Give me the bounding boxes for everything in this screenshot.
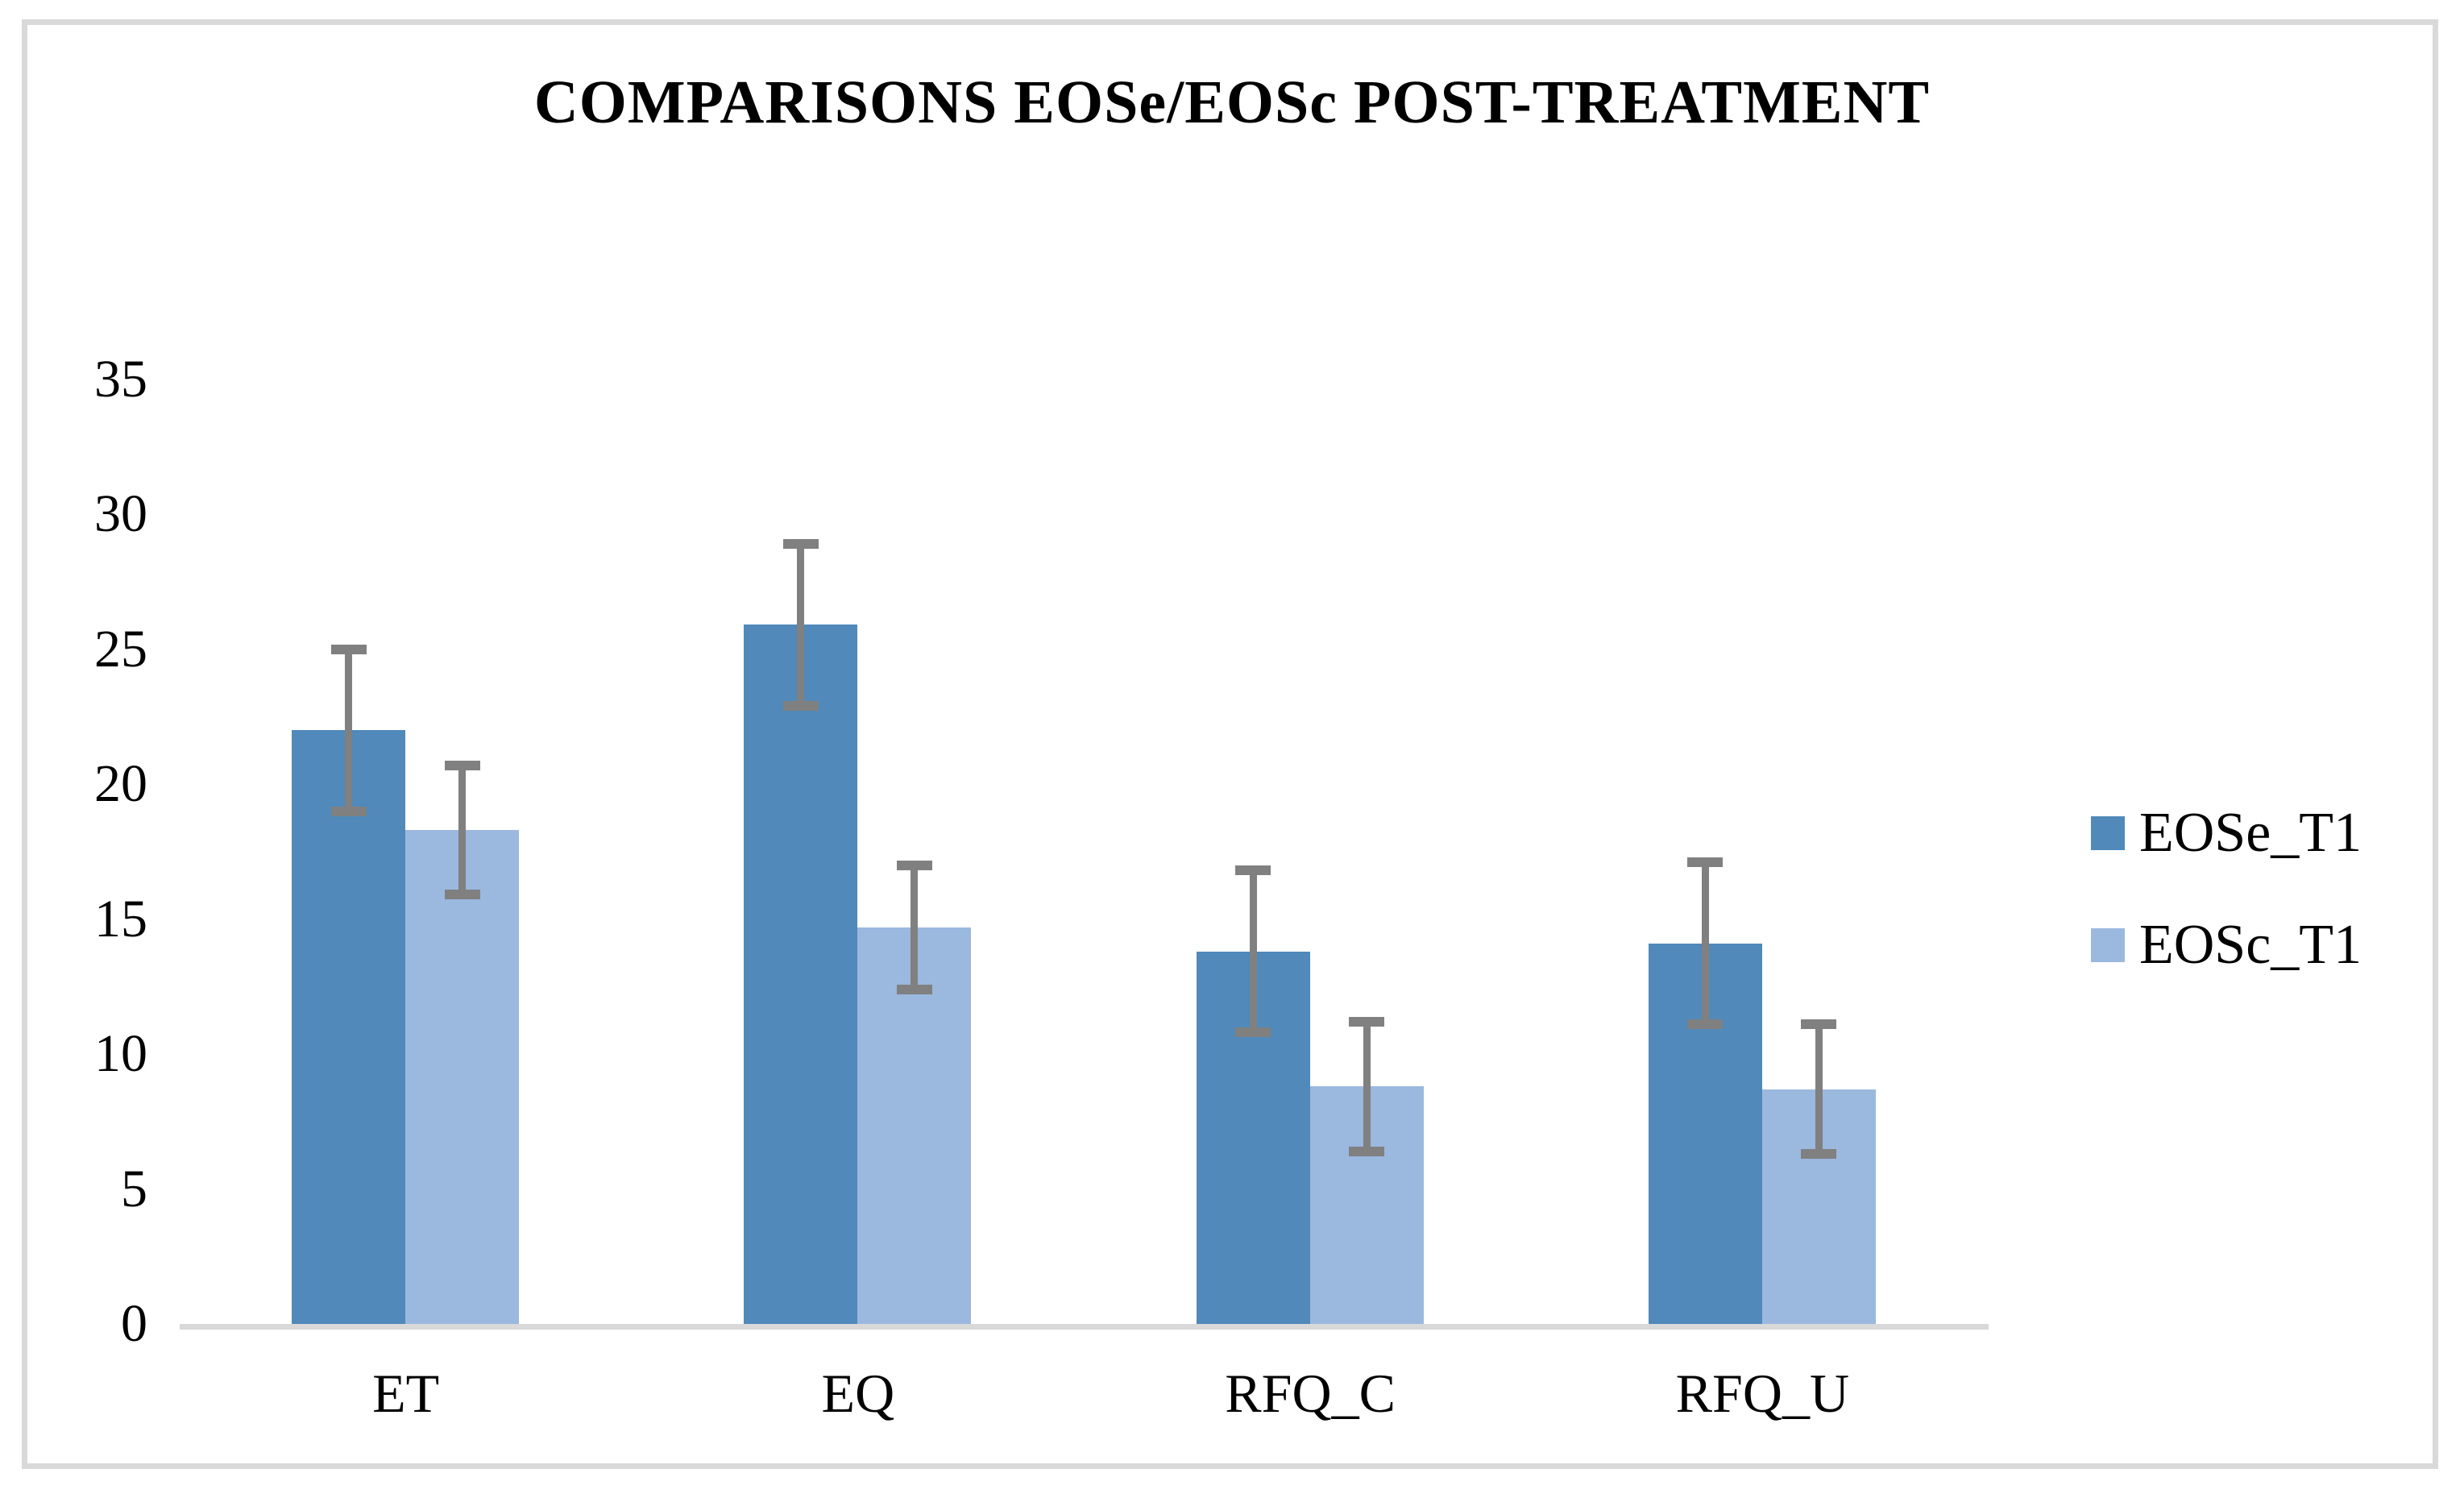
- error-bar-EOSe_T1-RFQ_U-cap-top: [1687, 857, 1724, 868]
- y-tick-label-5: 5: [121, 1159, 147, 1218]
- y-tick-label-0: 0: [121, 1294, 147, 1353]
- error-bar-EOSe_T1-EQ-cap-bottom: [782, 700, 819, 711]
- error-bar-EOSc_T1-ET-cap-bottom: [444, 890, 480, 900]
- y-tick-label-15: 15: [94, 889, 147, 948]
- category-label-RFQ_U: RFQ_U: [1675, 1363, 1850, 1424]
- error-bar-EOSc_T1-RFQ_U-line: [1815, 1024, 1823, 1154]
- error-bar-EOSc_T1-RFQ_C-cap-bottom: [1349, 1146, 1384, 1156]
- category-label-ET: ET: [372, 1363, 440, 1424]
- error-bar-EOSe_T1-EQ-cap-top: [782, 538, 819, 549]
- error-bar-EOSe_T1-RFQ_C-line: [1249, 870, 1257, 1033]
- y-tick-label-25: 25: [94, 619, 147, 678]
- legend-label-EOSc_T1: EOSc_T1: [2139, 914, 2362, 976]
- error-bar-EOSc_T1-RFQ_C-line: [1363, 1021, 1371, 1152]
- error-bar-EOSc_T1-ET-cap-top: [444, 760, 480, 770]
- error-bar-EOSe_T1-ET-line: [345, 649, 352, 811]
- error-bar-EOSc_T1-EQ-cap-top: [896, 860, 932, 870]
- error-bar-EOSc_T1-RFQ_U-cap-bottom: [1801, 1148, 1837, 1159]
- bar-EOSc_T1-ET: [405, 829, 519, 1324]
- error-bar-EOSe_T1-RFQ_U-cap-bottom: [1687, 1019, 1724, 1030]
- error-bar-EOSc_T1-EQ-line: [911, 865, 919, 990]
- x-axis-line: [180, 1324, 1989, 1330]
- error-bar-EOSe_T1-EQ-line: [797, 543, 805, 706]
- error-bar-EOSe_T1-ET-cap-top: [330, 644, 367, 654]
- chart-title: COMPARISONS EOSe/EOSc POST-TREATMENT: [533, 68, 1931, 136]
- bar-EOSe_T1-ET: [292, 730, 405, 1324]
- error-bar-EOSe_T1-ET-cap-bottom: [330, 806, 367, 816]
- chart-border-frame: [22, 19, 2438, 1469]
- error-bar-EOSe_T1-RFQ_C-cap-bottom: [1235, 1027, 1271, 1038]
- category-label-RFQ_C: RFQ_C: [1225, 1363, 1396, 1424]
- error-bar-EOSc_T1-RFQ_C-cap-top: [1349, 1016, 1384, 1027]
- error-bar-EOSe_T1-RFQ_U-line: [1701, 862, 1709, 1025]
- y-tick-label-10: 10: [94, 1024, 147, 1083]
- legend-swatch-EOSe_T1: [2091, 816, 2125, 850]
- legend-swatch-EOSc_T1: [2091, 928, 2125, 962]
- category-label-EQ: EQ: [821, 1363, 895, 1424]
- y-tick-label-30: 30: [94, 484, 147, 543]
- error-bar-EOSc_T1-EQ-cap-bottom: [896, 984, 932, 994]
- legend-label-EOSe_T1: EOSe_T1: [2139, 802, 2362, 864]
- error-bar-EOSe_T1-RFQ_C-cap-top: [1235, 865, 1271, 876]
- bar-EOSe_T1-EQ: [744, 625, 858, 1324]
- error-bar-EOSc_T1-RFQ_U-cap-top: [1801, 1019, 1837, 1030]
- y-tick-label-35: 35: [94, 349, 147, 409]
- y-tick-label-20: 20: [94, 754, 147, 813]
- error-bar-EOSc_T1-ET-line: [458, 765, 466, 895]
